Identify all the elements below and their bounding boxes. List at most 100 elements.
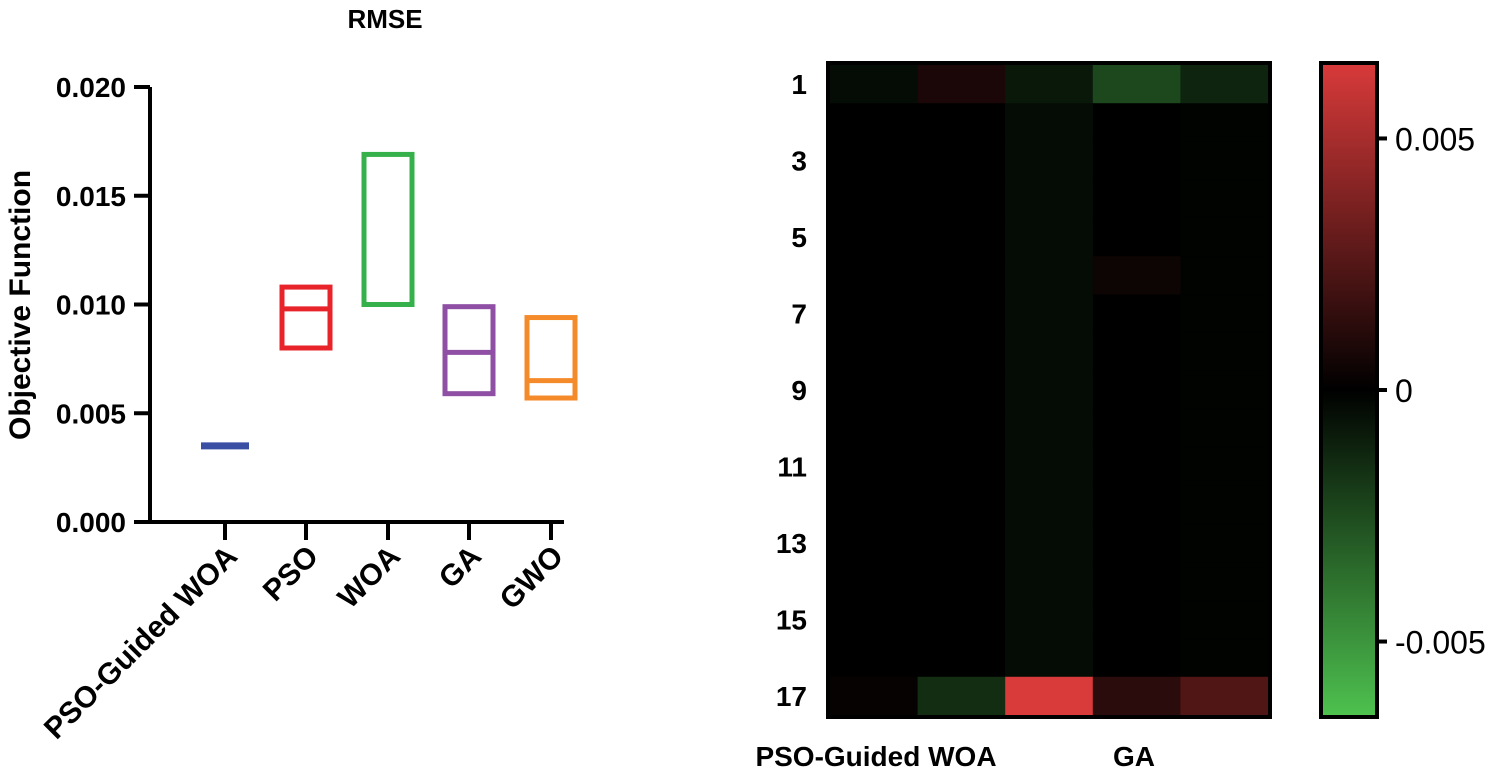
colorbar-ticks: 0.005 0 -0.005 <box>1377 121 1486 661</box>
row-label: 11 <box>777 451 807 482</box>
heatmap-cell <box>917 638 1006 678</box>
heatmap-cell <box>1180 103 1269 143</box>
colorbar-tick-label: 0.005 <box>1395 121 1475 157</box>
heatmap-cell <box>1005 485 1094 525</box>
heatmap-cell <box>1180 447 1269 487</box>
heatmap-cell <box>830 600 919 640</box>
chart-title: RMSE <box>347 4 422 34</box>
heatmap-cell <box>1005 332 1094 372</box>
heatmap-cell <box>1005 141 1094 181</box>
heatmap-cell <box>1180 409 1269 448</box>
heatmap-cell <box>830 332 919 372</box>
heatmap-cell <box>1092 485 1181 525</box>
heatmap-cell <box>1180 332 1269 372</box>
heatmap-cell <box>1180 256 1269 296</box>
x-tick-label: WOA <box>332 540 407 615</box>
heatmap-cell <box>917 179 1006 219</box>
heatmap-cell <box>1005 447 1094 487</box>
heatmap-cell <box>830 141 919 181</box>
heatmap-cell <box>1005 179 1094 219</box>
heatmap-cell <box>830 103 919 143</box>
y-axis-label: Objective Function <box>4 170 37 440</box>
heatmap-cell <box>917 141 1006 181</box>
boxes <box>201 151 578 450</box>
heatmap-cell <box>830 562 919 601</box>
heatmap-cell <box>1180 217 1269 257</box>
heatmap-cells <box>830 65 1269 716</box>
rmse-chart: RMSE Objective Function 0.0000.0050.0100… <box>4 4 578 746</box>
heatmap-cell <box>1180 370 1269 410</box>
y-tick-label: 0.010 <box>56 290 126 321</box>
colorbar <box>1319 61 1379 719</box>
heatmap-cell <box>917 217 1006 257</box>
heatmap-cell <box>917 65 1006 104</box>
heatmap-cell <box>1092 217 1181 257</box>
heatmap-cell <box>1092 638 1181 678</box>
y-tick-label: 0.020 <box>56 72 126 103</box>
heatmap-cell <box>1180 294 1269 334</box>
heatmap-cell <box>1092 141 1181 181</box>
heatmap-cell <box>917 409 1006 448</box>
heatmap-cell <box>1005 638 1094 678</box>
column-label: GA <box>1113 741 1155 772</box>
heatmap-cell <box>1005 409 1094 448</box>
heatmap-cell <box>1180 562 1269 601</box>
heatmap-cell <box>1005 600 1094 640</box>
row-label: 1 <box>791 69 807 100</box>
row-label: 13 <box>776 528 807 559</box>
heatmap-cell <box>1092 294 1181 334</box>
heatmap-cell <box>1092 370 1181 410</box>
heatmap-cell <box>1005 294 1094 334</box>
heatmap-cell <box>917 447 1006 487</box>
heatmap-cell <box>1180 179 1269 219</box>
heatmap-cell <box>1180 485 1269 525</box>
heatmap-cell <box>1092 256 1181 296</box>
heatmap-cell <box>917 256 1006 296</box>
heatmap-cell <box>830 294 919 334</box>
heatmap-cell <box>830 638 919 678</box>
heatmap-cell <box>1092 562 1181 601</box>
x-tick-label: GA <box>433 540 488 595</box>
x-tick-label: PSO-Guided WOA <box>38 540 244 746</box>
colorbar-tick-label: 0 <box>1395 373 1413 409</box>
heatmap-cell <box>1005 676 1094 716</box>
row-label: 5 <box>791 222 807 253</box>
column-labels: PSO-Guided WOA GA <box>755 741 1155 772</box>
heatmap-cell <box>1180 600 1269 640</box>
box-woa <box>361 151 415 307</box>
heatmap-cell <box>1005 370 1094 410</box>
heatmap-cell <box>1092 600 1181 640</box>
heatmap-cell <box>830 676 919 716</box>
heatmap-cell <box>1180 676 1269 716</box>
row-label: 17 <box>776 681 807 712</box>
row-label: 9 <box>791 375 807 406</box>
heatmap-cell <box>1180 65 1269 104</box>
heatmap-cell <box>917 332 1006 372</box>
box-pso <box>279 284 333 351</box>
heatmap-cell <box>1005 256 1094 296</box>
x-ticks: PSO-Guided WOA PSO WOA GA GWO <box>38 522 570 746</box>
row-label: 7 <box>791 299 807 330</box>
heatmap-cell <box>917 562 1006 601</box>
heatmap-cell <box>830 409 919 448</box>
heatmap-cell <box>1005 103 1094 143</box>
heatmap-cell <box>1092 409 1181 448</box>
heatmap-cell <box>1005 523 1094 563</box>
heatmap-cell <box>1180 638 1269 678</box>
heatmap-cell <box>1180 523 1269 563</box>
heatmap-cell <box>1092 447 1181 487</box>
heatmap-cell <box>1005 562 1094 601</box>
heatmap-border <box>826 61 1272 719</box>
y-ticks: 0.000 0.005 0.010 0.015 0.020 <box>56 72 150 538</box>
y-tick-label: 0.015 <box>56 181 126 212</box>
heatmap-cell <box>1092 523 1181 563</box>
y-tick-label: 0.005 <box>56 398 126 429</box>
heatmap-cell <box>917 600 1006 640</box>
row-label: 3 <box>791 146 807 177</box>
heatmap-cell <box>830 179 919 219</box>
heatmap-cell <box>917 676 1006 716</box>
column-label: PSO-Guided WOA <box>755 741 996 772</box>
y-tick-label: 0.000 <box>56 507 126 538</box>
